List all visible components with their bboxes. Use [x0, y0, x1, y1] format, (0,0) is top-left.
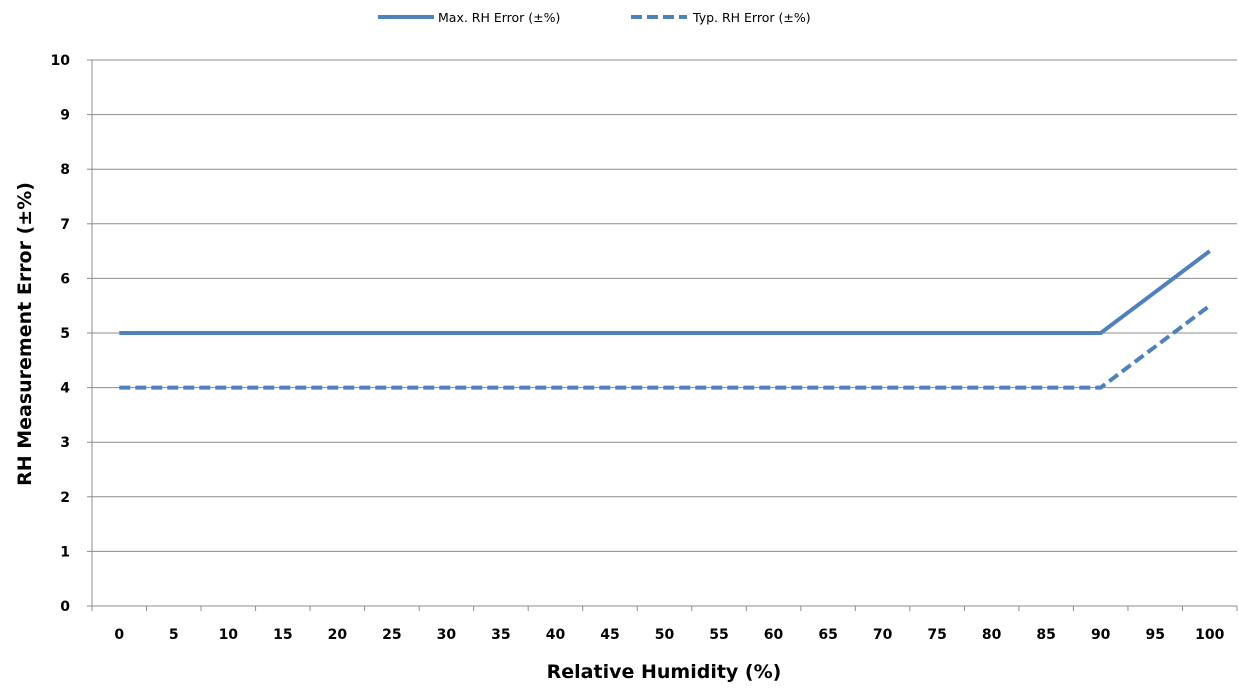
series-line-typ-rh-error: [119, 304, 1211, 390]
y-tick-label-9: 9: [60, 108, 70, 124]
y-tick-label-0: 0: [60, 599, 70, 615]
x-tick-label-25: 25: [382, 627, 401, 643]
x-tick-label-30: 30: [437, 627, 457, 643]
legend: Max. RH Error (±%) Typ. RH Error (±%): [378, 10, 811, 25]
x-axis-ticks: 0 5 10 15 20 25 30 35 40 45 50 55 60 65 70 75 80 85 90 95 10…: [91, 606, 1238, 643]
x-tick-label-35: 35: [491, 627, 510, 643]
x-tick-label-50: 50: [655, 627, 675, 643]
y-tick-label-1: 1: [60, 544, 70, 560]
x-tick-label-100: 100: [1195, 627, 1224, 643]
y-tick-label-5: 5: [60, 326, 70, 342]
x-tick-label-10: 10: [219, 627, 239, 643]
legend-label-max-rh-error: Max. RH Error (±%): [438, 10, 560, 25]
x-tick-label-65: 65: [818, 627, 837, 643]
x-tick-label-95: 95: [1145, 627, 1164, 643]
x-tick-label-70: 70: [873, 627, 893, 643]
legend-label-typ-rh-error: Typ. RH Error (±%): [692, 10, 811, 25]
y-tick-label-4: 4: [60, 381, 70, 397]
y-tick-label-3: 3: [60, 435, 70, 451]
x-tick-label-90: 90: [1091, 627, 1111, 643]
x-tick-label-55: 55: [709, 627, 728, 643]
x-tick-label-20: 20: [328, 627, 348, 643]
x-tick-label-0: 0: [114, 627, 124, 643]
y-axis-title: RH Measurement Error (±%): [14, 182, 36, 486]
x-tick-label-60: 60: [764, 627, 784, 643]
y-tick-label-2: 2: [60, 490, 70, 506]
x-tick-label-75: 75: [927, 627, 946, 643]
gridlines: [92, 59, 1237, 552]
x-tick-label-5: 5: [169, 627, 179, 643]
x-tick-label-80: 80: [982, 627, 1002, 643]
x-axis-title: Relative Humidity (%): [547, 661, 782, 683]
x-tick-label-85: 85: [1036, 627, 1055, 643]
y-axis-ticks: 0 1 2 3 4 5 6 7 8 9 10: [51, 53, 92, 615]
y-tick-label-6: 6: [60, 271, 70, 287]
x-tick-label-40: 40: [546, 627, 566, 643]
x-tick-label-15: 15: [273, 627, 292, 643]
y-tick-label-7: 7: [60, 217, 70, 233]
series-line-max-rh-error: [119, 249, 1211, 335]
x-tick-label-45: 45: [600, 627, 619, 643]
y-tick-label-10: 10: [51, 53, 71, 69]
y-tick-label-8: 8: [60, 162, 70, 178]
series-lines: [119, 249, 1211, 390]
